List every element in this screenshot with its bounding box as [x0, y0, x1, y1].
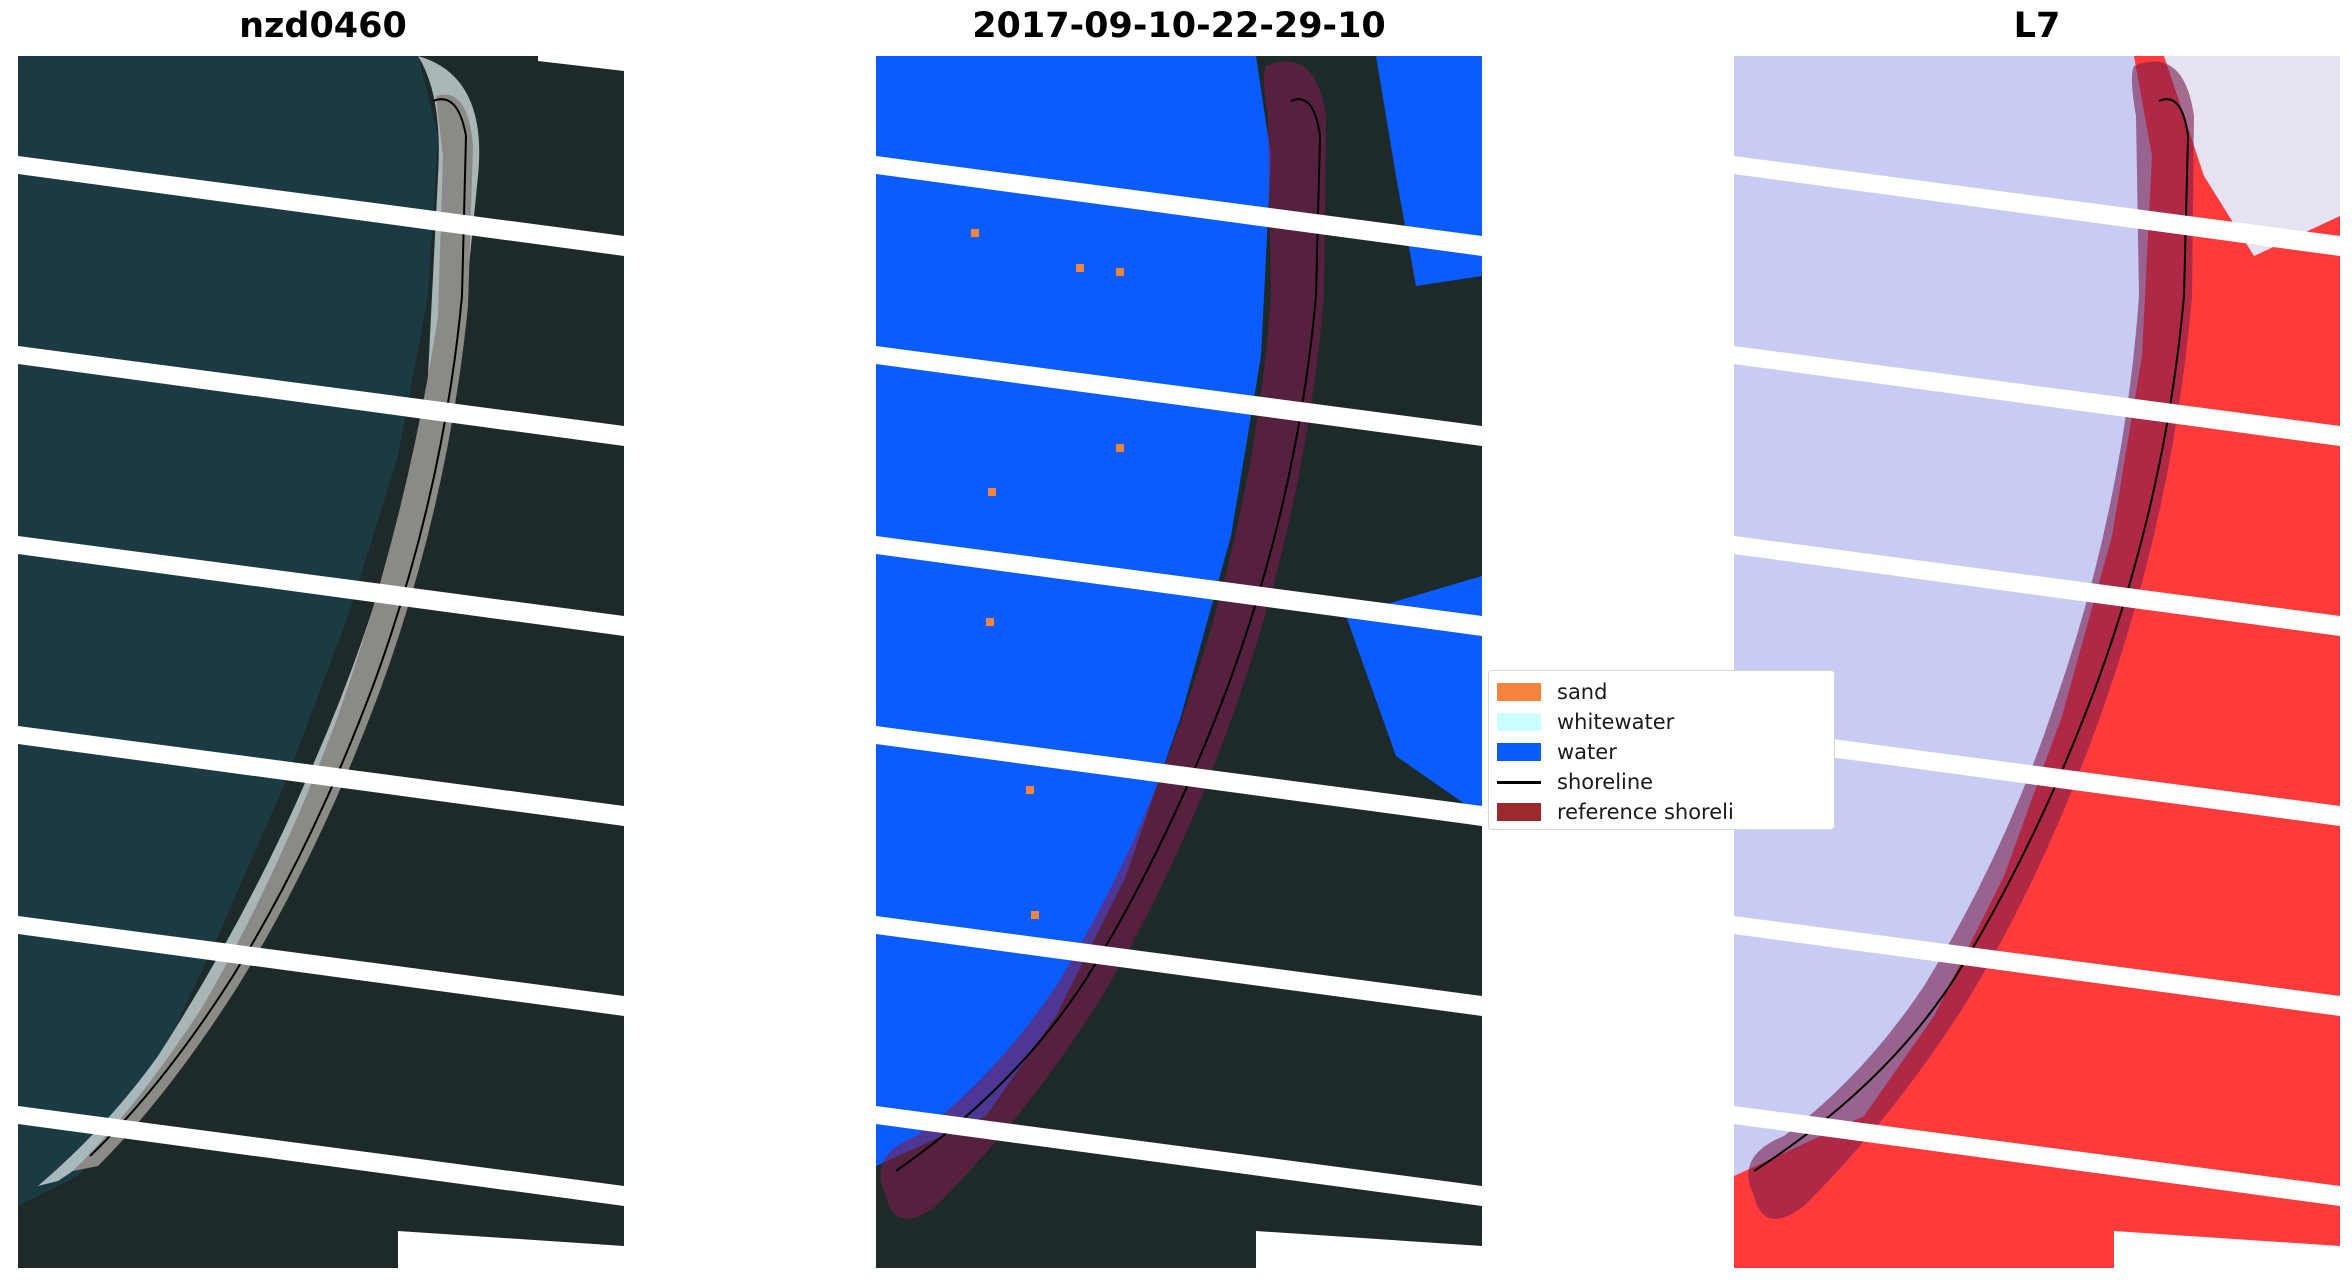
legend-swatch-water	[1497, 743, 1541, 761]
water-class-inlet	[1376, 56, 1482, 286]
reference-shoreline-buffer	[1748, 61, 2194, 1219]
legend-swatch-whitewater	[1497, 713, 1541, 731]
index-low-area	[1734, 56, 2152, 1176]
index-image	[1734, 56, 2340, 1268]
legend-swatch-reference-shoreline	[1497, 803, 1541, 821]
sand-beach	[73, 94, 473, 1172]
legend-item-whitewater: whitewater	[1497, 707, 1674, 737]
scan-gaps	[1734, 156, 2340, 1268]
legend-label-sand: sand	[1557, 680, 1608, 704]
legend-item-reference-shoreline: reference shoreli	[1497, 797, 1734, 827]
shoreline-line	[895, 98, 1322, 1172]
rgb-satellite-image	[18, 56, 624, 1268]
panel-title-classified: 2017-09-10-22-29-10	[972, 6, 1386, 46]
index-mid-area	[2164, 56, 2340, 256]
scan-gaps	[18, 56, 624, 1268]
sea-area	[18, 56, 438, 1206]
panel-title-index: L7	[2013, 6, 2061, 46]
classified-image	[876, 56, 1482, 1268]
legend-item-water: water	[1497, 737, 1617, 767]
legend-label-shoreline: shoreline	[1557, 770, 1654, 794]
shoreline-line	[89, 98, 468, 1157]
classified-image-panel	[876, 56, 1482, 1268]
legend-swatch-sand	[1497, 683, 1541, 701]
panel-title-rgb: nzd0460	[239, 6, 407, 46]
rgb-image-panel	[18, 56, 624, 1268]
water-class-area	[876, 56, 1271, 1166]
legend-line-shoreline	[1497, 780, 1541, 784]
sand-pixels	[971, 229, 1124, 919]
legend-label-reference-shoreline: reference shoreli	[1557, 800, 1734, 824]
map-legend: sand whitewater water shoreline referenc…	[1488, 670, 1835, 830]
legend-label-water: water	[1557, 740, 1617, 764]
legend-item-shoreline: shoreline	[1497, 767, 1653, 797]
shoreline-line	[1753, 98, 2190, 1172]
legend-label-whitewater: whitewater	[1557, 710, 1675, 734]
water-class-lagoon	[1346, 576, 1482, 816]
scan-gaps	[876, 156, 1482, 1268]
legend-item-sand: sand	[1497, 677, 1607, 707]
index-image-panel	[1734, 56, 2340, 1268]
reference-shoreline-buffer	[880, 61, 1326, 1219]
